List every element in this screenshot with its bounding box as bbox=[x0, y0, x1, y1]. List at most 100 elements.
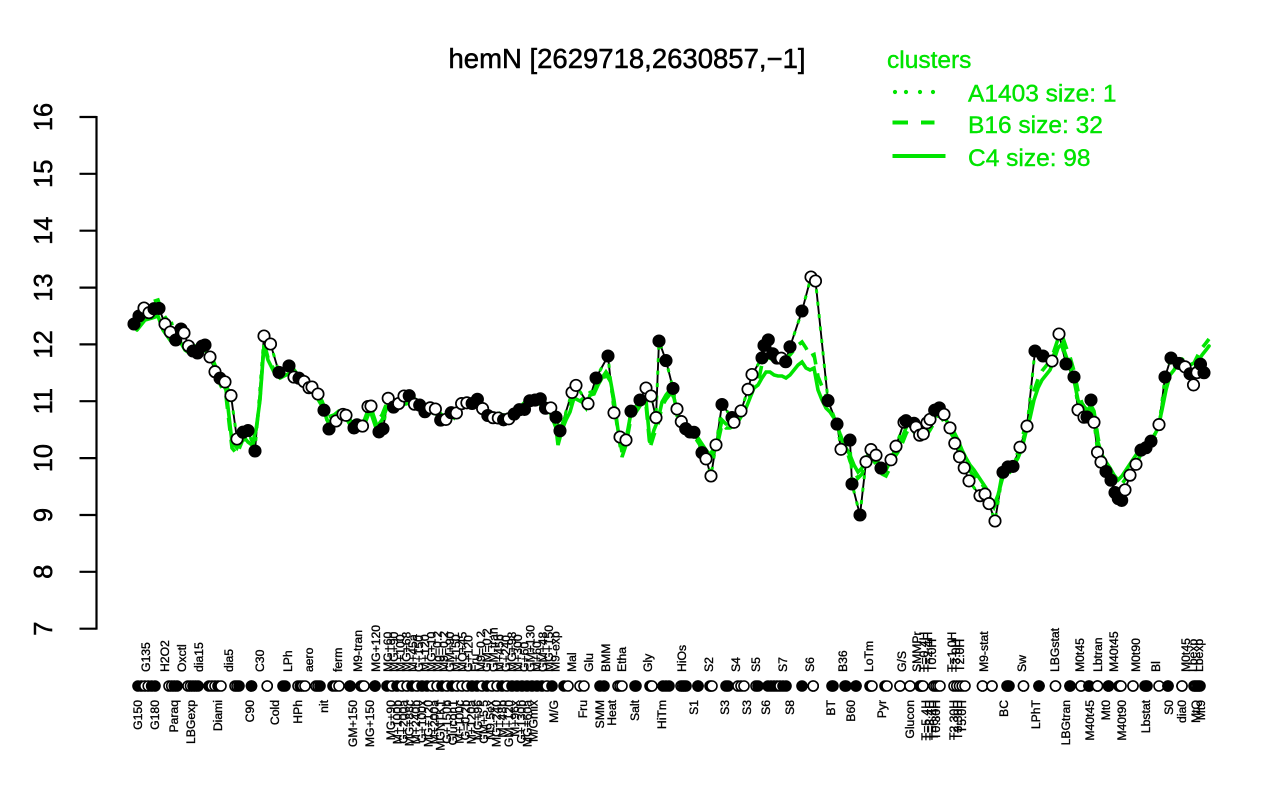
svg-text:S6: S6 bbox=[803, 657, 817, 672]
svg-text:M0t45: M0t45 bbox=[1073, 638, 1087, 672]
svg-text:Oxctl: Oxctl bbox=[175, 644, 189, 672]
svg-text:M+200a: M+200a bbox=[428, 700, 442, 745]
svg-text:GM+130: GM+130 bbox=[524, 625, 538, 672]
svg-text:B36: B36 bbox=[836, 650, 850, 672]
svg-text:C90: C90 bbox=[243, 700, 257, 723]
svg-text:M0t45: M0t45 bbox=[1179, 638, 1193, 672]
svg-text:A1403 size: 1: A1403 size: 1 bbox=[968, 81, 1116, 108]
svg-text:T3.0H: T3.0H bbox=[949, 639, 963, 672]
svg-text:MG+68: MG+68 bbox=[400, 631, 414, 672]
svg-text:B60: B60 bbox=[844, 700, 858, 722]
svg-text:hemN [2629718,2630857,−1]: hemN [2629718,2630857,−1] bbox=[448, 43, 805, 74]
svg-text:11: 11 bbox=[30, 388, 58, 414]
svg-text:MG+10: MG+10 bbox=[424, 631, 438, 672]
svg-text:G/S: G/S bbox=[895, 651, 909, 672]
svg-text:nit: nit bbox=[317, 699, 331, 712]
svg-text:M0t90: M0t90 bbox=[1129, 638, 1143, 672]
svg-text:G180: G180 bbox=[148, 700, 162, 730]
svg-text:G150: G150 bbox=[131, 700, 145, 730]
svg-text:dia5: dia5 bbox=[222, 649, 236, 672]
svg-text:T2.0H: T2.0H bbox=[953, 639, 967, 672]
svg-text:M40t90: M40t90 bbox=[1115, 700, 1129, 741]
svg-text:SMM: SMM bbox=[593, 700, 607, 728]
svg-text:M+60: M+60 bbox=[530, 641, 544, 672]
svg-text:T=6.4H: T=6.4H bbox=[927, 700, 941, 740]
svg-text:M+48b: M+48b bbox=[496, 700, 510, 738]
svg-text:LoTm: LoTm bbox=[862, 641, 876, 672]
svg-text:GM+90: GM+90 bbox=[443, 631, 457, 672]
svg-text:H2O2: H2O2 bbox=[158, 640, 172, 672]
svg-text:Gly: Gly bbox=[641, 653, 655, 672]
svg-text:M+120a: M+120a bbox=[465, 700, 479, 745]
svg-text:LPhT: LPhT bbox=[1029, 699, 1043, 729]
svg-text:Pyr: Pyr bbox=[875, 700, 889, 718]
svg-text:HiOs: HiOs bbox=[675, 645, 689, 672]
svg-text:S0: S0 bbox=[1162, 700, 1176, 715]
svg-text:M+100c: M+100c bbox=[452, 700, 466, 744]
svg-text:M+150: M+150 bbox=[449, 634, 463, 672]
svg-text:7: 7 bbox=[30, 622, 58, 636]
svg-text:MG+150: MG+150 bbox=[363, 700, 377, 747]
svg-text:M9=0.2: M9=0.2 bbox=[474, 631, 488, 672]
svg-text:M+100: M+100 bbox=[393, 634, 407, 672]
svg-text:GM+120: GM+120 bbox=[502, 700, 516, 747]
svg-text:MG+90: MG+90 bbox=[384, 700, 398, 741]
svg-text:MG+60a: MG+60a bbox=[521, 700, 535, 747]
svg-text:M9-exp: M9-exp bbox=[548, 631, 562, 672]
svg-text:Fru: Fru bbox=[576, 700, 590, 718]
svg-text:S1: S1 bbox=[687, 700, 701, 715]
svg-text:Etha: Etha bbox=[615, 647, 629, 672]
svg-text:C4 size: 98: C4 size: 98 bbox=[968, 145, 1091, 172]
svg-text:ferm: ferm bbox=[331, 648, 345, 672]
svg-text:M9=0.2: M9=0.2 bbox=[437, 631, 451, 672]
svg-text:10: 10 bbox=[30, 444, 58, 472]
svg-text:G+100x: G+100x bbox=[415, 700, 429, 743]
svg-text:MQ+45: MQ+45 bbox=[455, 631, 469, 672]
svg-text:S3: S3 bbox=[718, 700, 732, 715]
svg-text:G=0.2b: G=0.2b bbox=[459, 700, 473, 741]
svg-text:LBGstat: LBGstat bbox=[1048, 627, 1062, 672]
svg-text:M/Gmix: M/Gmix bbox=[527, 700, 541, 742]
svg-text:14: 14 bbox=[30, 217, 58, 245]
svg-text:T=0.4H: T=0.4H bbox=[917, 632, 931, 672]
svg-text:Diami: Diami bbox=[211, 700, 225, 731]
svg-text:LBGtran: LBGtran bbox=[1059, 700, 1073, 745]
svg-text:T=5.4H: T=5.4H bbox=[919, 700, 933, 740]
svg-text:GM+48: GM+48 bbox=[536, 631, 550, 672]
svg-text:M9.5ex: M9.5ex bbox=[483, 700, 497, 740]
svg-text:MG+240: MG+240 bbox=[490, 700, 504, 747]
svg-text:G+150b: G+150b bbox=[440, 700, 454, 744]
svg-text:S8: S8 bbox=[783, 700, 797, 715]
svg-text:Lbexp: Lbexp bbox=[1192, 639, 1206, 672]
svg-text:Lbexp: Lbexp bbox=[1186, 639, 1200, 672]
svg-text:Mt0: Mt0 bbox=[1099, 700, 1113, 721]
svg-text:dia15: dia15 bbox=[192, 642, 206, 672]
svg-text:Paraq: Paraq bbox=[167, 700, 181, 733]
svg-text:Mg=0.2: Mg=0.2 bbox=[431, 631, 445, 672]
svg-text:9: 9 bbox=[30, 508, 58, 522]
svg-text:T5.0H: T5.0H bbox=[955, 700, 969, 733]
svg-text:T=1.0H: T=1.0H bbox=[945, 632, 959, 672]
svg-text:S6: S6 bbox=[759, 700, 773, 715]
svg-text:M9-stat: M9-stat bbox=[977, 631, 991, 672]
svg-text:S3: S3 bbox=[740, 700, 754, 715]
svg-text:M+45a: M+45a bbox=[406, 634, 420, 672]
svg-text:MG+60: MG+60 bbox=[381, 631, 395, 672]
svg-text:M+45b: M+45b bbox=[493, 634, 507, 672]
svg-text:HiTm: HiTm bbox=[655, 700, 669, 729]
svg-text:G+120: G+120 bbox=[462, 635, 476, 672]
svg-text:M9-tran: M9-tran bbox=[351, 630, 365, 672]
svg-text:MG+96: MG+96 bbox=[471, 700, 485, 741]
svg-text:MGNTK1: MGNTK1 bbox=[434, 700, 448, 751]
svg-text:GM-tran: GM-tran bbox=[486, 627, 500, 672]
svg-text:M+120: M+120 bbox=[418, 634, 432, 672]
svg-text:Cold: Cold bbox=[268, 700, 282, 725]
svg-text:Sw: Sw bbox=[1015, 655, 1029, 672]
svg-text:G+60: G+60 bbox=[517, 642, 531, 672]
svg-text:Glu: Glu bbox=[582, 653, 596, 672]
svg-text:M+300: M+300 bbox=[511, 634, 525, 672]
svg-text:Bl: Bl bbox=[1149, 661, 1163, 672]
svg-text:G135: G135 bbox=[139, 642, 153, 672]
svg-text:aero: aero bbox=[302, 647, 316, 672]
svg-text:S4: S4 bbox=[729, 657, 743, 672]
